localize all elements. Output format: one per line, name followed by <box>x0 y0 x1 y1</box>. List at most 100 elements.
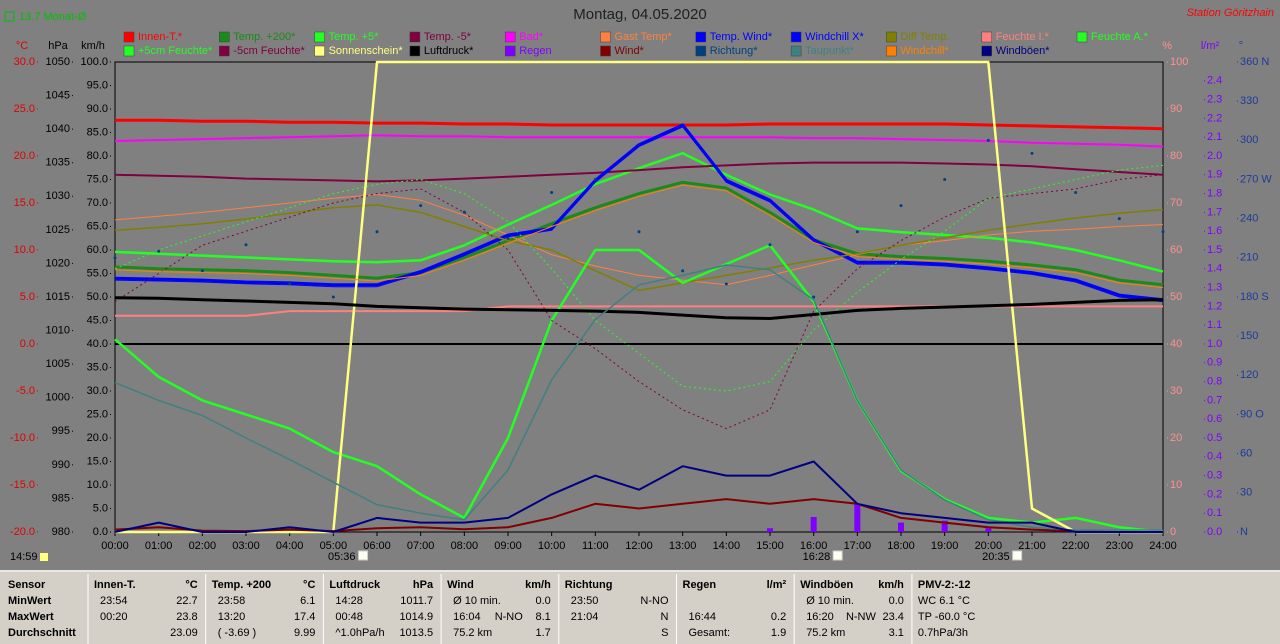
legend-label: Innen-T.* <box>138 31 183 43</box>
cell: 23:58 <box>218 595 246 607</box>
event-label: 20:35 <box>982 551 1010 563</box>
series-line <box>114 264 1163 531</box>
legend-swatch <box>314 45 325 57</box>
legend-label: Windchill X* <box>805 31 864 43</box>
tick-label: 1.4 <box>1207 263 1222 275</box>
cell: 00:20 <box>100 611 128 623</box>
legend-swatch <box>504 45 516 57</box>
tick-label: -5.0 <box>16 385 35 397</box>
rain-bar <box>898 522 904 532</box>
x-tick-label: 19:00 <box>931 540 959 552</box>
cell: 6.1 <box>300 595 315 607</box>
cell: 0.7hPa/3h <box>918 627 968 639</box>
cell: N <box>661 611 669 623</box>
legend-swatch <box>695 31 707 43</box>
tick-label: 1035 <box>46 157 70 169</box>
column-header: Temp. +200 <box>212 579 271 591</box>
x-tick-label: 20:00 <box>975 540 1003 552</box>
x-tick-label: 13:00 <box>669 540 697 552</box>
tick-label: 70 <box>1170 197 1182 209</box>
direction-dot <box>1074 191 1078 195</box>
column-header: Luftdruck <box>329 579 381 591</box>
rain-bar <box>985 528 992 532</box>
x-tick-label: 11:00 <box>582 540 609 552</box>
legend-label: Temp. +200* <box>233 31 296 43</box>
tick-label: 120 <box>1240 369 1258 381</box>
tick-label: 50.0 <box>87 291 108 303</box>
direction-dot <box>157 249 161 253</box>
tick-label: 0.9 <box>1207 357 1222 369</box>
axis-title: km/h <box>81 40 105 52</box>
tick-label: 2.1 <box>1207 131 1222 143</box>
tick-label: 2.4 <box>1207 75 1222 87</box>
legend-label: Windchill* <box>900 45 949 57</box>
cell: 1.9 <box>771 627 786 639</box>
cell: 75.2 km <box>453 627 492 639</box>
x-tick-label: 15:00 <box>756 540 784 552</box>
legend-swatch <box>123 45 135 57</box>
time-icon <box>40 553 48 561</box>
direction-dot <box>986 138 990 142</box>
direction-dot <box>855 230 859 234</box>
column-header: Richtung <box>565 579 613 591</box>
cell: 13:20 <box>218 611 246 623</box>
direction-dot <box>331 295 335 299</box>
cell: 16:44 <box>689 611 717 623</box>
x-tick-label: 21:00 <box>1018 540 1046 552</box>
cell: 1013.5 <box>399 627 433 639</box>
cell: 0.0 <box>889 595 904 607</box>
cell: S <box>661 627 668 639</box>
tick-label: 75.0 <box>87 173 108 185</box>
cell: N-NW <box>846 611 877 623</box>
legend-swatch <box>981 45 992 57</box>
tick-label: 1050 <box>46 56 70 68</box>
cell: N-NO <box>495 611 524 623</box>
series-line <box>115 60 1163 534</box>
cell: 23.8 <box>176 611 197 623</box>
cell: N-NO <box>640 595 669 607</box>
tick-label: 80.0 <box>87 150 108 162</box>
direction-dot <box>288 282 292 286</box>
row-label: Durchschnitt <box>8 627 76 639</box>
direction-dot <box>375 230 379 234</box>
cell: 23:54 <box>100 595 128 607</box>
tick-label: -10.0 <box>10 432 35 444</box>
direction-dot <box>550 191 554 195</box>
x-tick-label: 03:00 <box>232 540 260 552</box>
cell: Gesamt: <box>689 627 731 639</box>
cell: 16:04 <box>453 611 481 623</box>
tick-label: 1.7 <box>1207 206 1222 218</box>
tick-label: 210 <box>1240 252 1258 264</box>
x-tick-label: 06:00 <box>363 540 391 552</box>
tick-label: 985 <box>52 492 70 504</box>
legend-label: Feuchte I.* <box>996 31 1050 43</box>
column-header: Windböen <box>800 579 853 591</box>
legend-swatch <box>886 31 897 43</box>
cell: WC 6.1 °C <box>918 595 970 607</box>
column-unit: °C <box>303 579 315 591</box>
tick-label: 1.0 <box>1207 338 1222 350</box>
legend-label: Luftdruck* <box>424 45 474 57</box>
legend-swatch <box>600 45 611 57</box>
legend-label: Wind* <box>615 45 645 57</box>
legend-swatch <box>314 31 325 43</box>
event-label: 05:36 <box>328 551 356 563</box>
series-line <box>114 184 1164 289</box>
legend-swatch <box>695 45 707 57</box>
column-unit: hPa <box>413 579 434 591</box>
tick-label: 100.0 <box>80 56 108 68</box>
tick-label: 1005 <box>46 358 70 370</box>
tick-label: 1.5 <box>1207 244 1222 256</box>
legend-swatch <box>1076 31 1088 43</box>
tick-label: 10.0 <box>14 244 35 256</box>
tick-label: 90.0 <box>87 103 108 115</box>
column-unit: km/h <box>878 579 904 591</box>
tick-label: 0.6 <box>1207 413 1222 425</box>
x-tick-label: 01:00 <box>145 540 173 552</box>
tick-label: 25.0 <box>87 408 108 420</box>
table-background <box>0 570 1280 644</box>
station-label: Station Göritzhain <box>1187 7 1274 19</box>
axis-title: ° <box>1239 40 1243 52</box>
legend-swatch <box>219 45 230 57</box>
